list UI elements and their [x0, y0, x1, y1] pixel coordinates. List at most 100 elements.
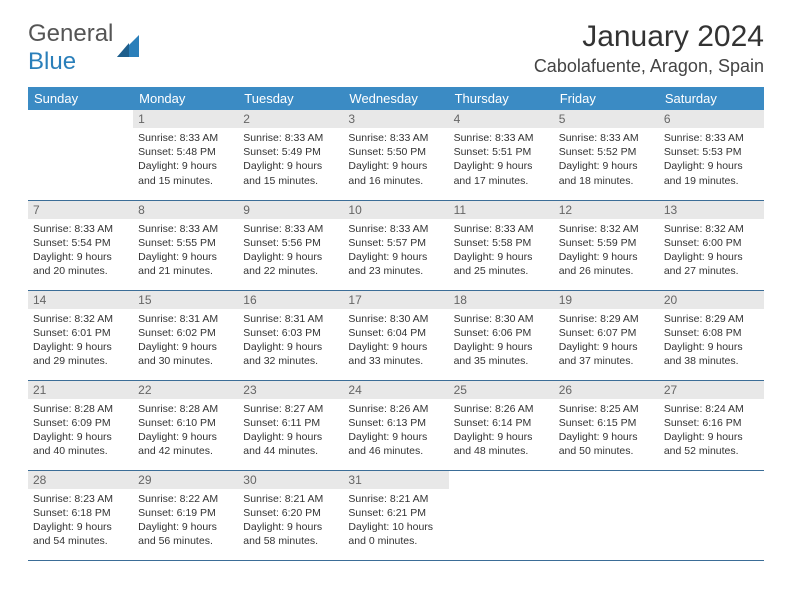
- day-details: Sunrise: 8:26 AMSunset: 6:14 PMDaylight:…: [449, 399, 554, 464]
- sunset-text: Sunset: 6:11 PM: [243, 417, 320, 429]
- calendar-empty-cell: [449, 470, 554, 560]
- calendar-empty-cell: [28, 110, 133, 200]
- calendar-day-cell: 29Sunrise: 8:22 AMSunset: 6:19 PMDayligh…: [133, 470, 238, 560]
- sunset-text: Sunset: 6:02 PM: [138, 327, 216, 339]
- daylight-text-1: Daylight: 9 hours: [664, 251, 743, 263]
- calendar-week-row: 7Sunrise: 8:33 AMSunset: 5:54 PMDaylight…: [28, 200, 764, 290]
- sunset-text: Sunset: 5:48 PM: [138, 146, 216, 158]
- sunrise-text: Sunrise: 8:33 AM: [138, 223, 218, 235]
- sunset-text: Sunset: 5:59 PM: [559, 237, 637, 249]
- daylight-text-2: and 44 minutes.: [243, 445, 318, 457]
- day-details: Sunrise: 8:23 AMSunset: 6:18 PMDaylight:…: [28, 489, 133, 554]
- location-text: Cabolafuente, Aragon, Spain: [534, 56, 764, 77]
- calendar-body: 1 Sunrise: 8:33 AM Sunset: 5:48 PM Daylight…: [28, 110, 764, 560]
- calendar-day-cell: 31Sunrise: 8:21 AMSunset: 6:21 PMDayligh…: [343, 470, 448, 560]
- sunrise-text: Sunrise: 8:21 AM: [243, 493, 323, 505]
- sunset-text: Sunset: 5:55 PM: [138, 237, 216, 249]
- sunrise-text: Sunrise: 8:33 AM: [348, 223, 428, 235]
- daylight-text-1: Daylight: 9 hours: [33, 341, 112, 353]
- sunrise-text: Sunrise: 8:22 AM: [138, 493, 218, 505]
- daylight-text-1: Daylight: 9 hours: [348, 160, 427, 172]
- daylight-text-2: and 38 minutes.: [664, 355, 739, 367]
- day-number: 24: [343, 381, 448, 399]
- daylight-text-2: and 23 minutes.: [348, 265, 423, 277]
- daylight-text-2: and 25 minutes.: [454, 265, 529, 277]
- sunrise-text: Sunrise: 8:33 AM: [559, 132, 639, 144]
- sunset-text: Sunset: 5:57 PM: [348, 237, 426, 249]
- day-number: 11: [449, 201, 554, 219]
- sunrise-text: Sunrise: 8:29 AM: [664, 313, 744, 325]
- day-details: Sunrise: 8:33 AMSunset: 5:49 PMDaylight:…: [238, 128, 343, 193]
- calendar-day-cell: 4Sunrise: 8:33 AMSunset: 5:51 PMDaylight…: [449, 110, 554, 200]
- calendar-day-cell: 18Sunrise: 8:30 AMSunset: 6:06 PMDayligh…: [449, 290, 554, 380]
- calendar-day-cell: 13Sunrise: 8:32 AMSunset: 6:00 PMDayligh…: [659, 200, 764, 290]
- sunrise-text: Sunrise: 8:28 AM: [138, 403, 218, 415]
- day-details: Sunrise: 8:32 AMSunset: 6:01 PMDaylight:…: [28, 309, 133, 374]
- day-number: 8: [133, 201, 238, 219]
- calendar-week-row: 14Sunrise: 8:32 AMSunset: 6:01 PMDayligh…: [28, 290, 764, 380]
- sunrise-text: Sunrise: 8:33 AM: [243, 132, 323, 144]
- daylight-text-2: and 56 minutes.: [138, 535, 213, 547]
- logo: General Blue: [28, 20, 143, 76]
- sunrise-text: Sunrise: 8:33 AM: [243, 223, 323, 235]
- header: General Blue January 2024 Cabolafuente, …: [28, 20, 764, 77]
- sunrise-text: Sunrise: 8:33 AM: [138, 132, 218, 144]
- day-details: Sunrise: 8:29 AMSunset: 6:07 PMDaylight:…: [554, 309, 659, 374]
- calendar-day-cell: 16Sunrise: 8:31 AMSunset: 6:03 PMDayligh…: [238, 290, 343, 380]
- calendar-week-row: 28Sunrise: 8:23 AMSunset: 6:18 PMDayligh…: [28, 470, 764, 560]
- sunrise-text: Sunrise: 8:30 AM: [454, 313, 534, 325]
- calendar-week-row: 1 Sunrise: 8:33 AM Sunset: 5:48 PM Daylight…: [28, 110, 764, 200]
- daylight-text-1: Daylight: 9 hours: [664, 431, 743, 443]
- daylight-text-2: and 18 minutes.: [559, 175, 634, 187]
- sunset-text: Sunset: 5:50 PM: [348, 146, 426, 158]
- calendar-day-cell: 28Sunrise: 8:23 AMSunset: 6:18 PMDayligh…: [28, 470, 133, 560]
- sunset-text: Sunset: 6:06 PM: [454, 327, 532, 339]
- daylight-text-2: and 19 minutes.: [664, 175, 739, 187]
- daylight-text-1: Daylight: 9 hours: [348, 341, 427, 353]
- sunrise-text: Sunrise: 8:33 AM: [33, 223, 113, 235]
- daylight-text-1: Daylight: 9 hours: [243, 431, 322, 443]
- sunset-text: Sunset: 6:08 PM: [664, 327, 742, 339]
- day-details: Sunrise: 8:24 AMSunset: 6:16 PMDaylight:…: [659, 399, 764, 464]
- day-details: Sunrise: 8:21 AMSunset: 6:20 PMDaylight:…: [238, 489, 343, 554]
- day-details: Sunrise: 8:33 AMSunset: 5:48 PMDaylight:…: [133, 128, 238, 193]
- daylight-text-1: Daylight: 9 hours: [559, 251, 638, 263]
- daylight-text-2: and 15 minutes.: [138, 175, 213, 187]
- sunrise-text: Sunrise: 8:31 AM: [138, 313, 218, 325]
- calendar-day-cell: 30Sunrise: 8:21 AMSunset: 6:20 PMDayligh…: [238, 470, 343, 560]
- weekday-header: Friday: [554, 87, 659, 110]
- sunset-text: Sunset: 5:58 PM: [454, 237, 532, 249]
- daylight-text-1: Daylight: 9 hours: [559, 341, 638, 353]
- daylight-text-1: Daylight: 9 hours: [243, 521, 322, 533]
- sunrise-text: Sunrise: 8:32 AM: [664, 223, 744, 235]
- day-number: 23: [238, 381, 343, 399]
- sunrise-text: Sunrise: 8:29 AM: [559, 313, 639, 325]
- calendar-day-cell: 12Sunrise: 8:32 AMSunset: 5:59 PMDayligh…: [554, 200, 659, 290]
- calendar-day-cell: 5Sunrise: 8:33 AMSunset: 5:52 PMDaylight…: [554, 110, 659, 200]
- sunset-text: Sunset: 6:09 PM: [33, 417, 111, 429]
- calendar-day-cell: 15Sunrise: 8:31 AMSunset: 6:02 PMDayligh…: [133, 290, 238, 380]
- daylight-text-2: and 26 minutes.: [559, 265, 634, 277]
- calendar-empty-cell: [554, 470, 659, 560]
- sunset-text: Sunset: 6:00 PM: [664, 237, 742, 249]
- calendar-day-cell: 22Sunrise: 8:28 AMSunset: 6:10 PMDayligh…: [133, 380, 238, 470]
- daylight-text-2: and 33 minutes.: [348, 355, 423, 367]
- weekday-header: Tuesday: [238, 87, 343, 110]
- sunrise-text: Sunrise: 8:32 AM: [559, 223, 639, 235]
- daylight-text-1: Daylight: 9 hours: [243, 341, 322, 353]
- weekday-header: Sunday: [28, 87, 133, 110]
- daylight-text-2: and 27 minutes.: [664, 265, 739, 277]
- calendar-day-cell: 11Sunrise: 8:33 AMSunset: 5:58 PMDayligh…: [449, 200, 554, 290]
- daylight-text-1: Daylight: 9 hours: [138, 521, 217, 533]
- day-number: 1: [133, 110, 238, 128]
- sunrise-text: Sunrise: 8:33 AM: [454, 132, 534, 144]
- day-number: 30: [238, 471, 343, 489]
- day-number: 9: [238, 201, 343, 219]
- day-details: Sunrise: 8:27 AMSunset: 6:11 PMDaylight:…: [238, 399, 343, 464]
- day-number: 10: [343, 201, 448, 219]
- month-title: January 2024: [534, 20, 764, 54]
- sunset-text: Sunset: 6:03 PM: [243, 327, 321, 339]
- daylight-text-1: Daylight: 9 hours: [138, 251, 217, 263]
- calendar-day-cell: 27Sunrise: 8:24 AMSunset: 6:16 PMDayligh…: [659, 380, 764, 470]
- sunrise-text: Sunrise: 8:21 AM: [348, 493, 428, 505]
